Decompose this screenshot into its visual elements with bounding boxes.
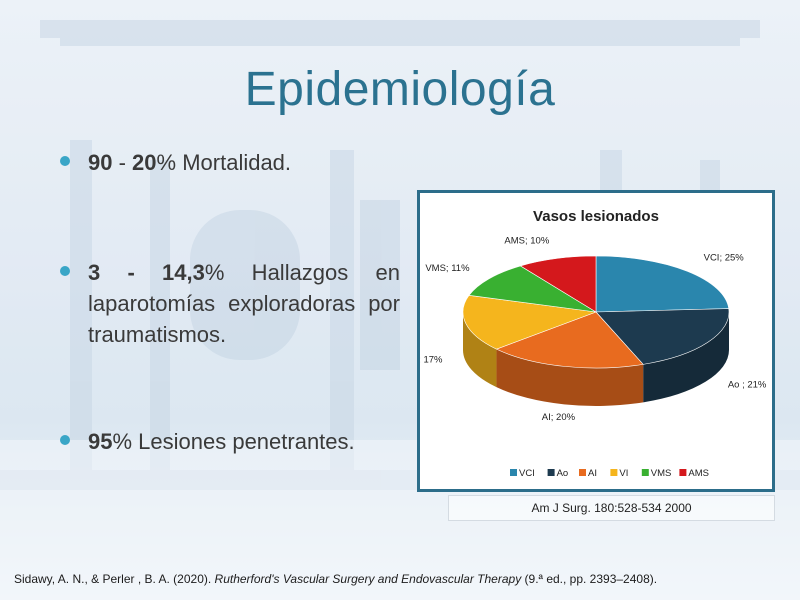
bullet-penetrating-text: % Lesiones penetrantes. [112, 429, 355, 454]
legend-swatch-vms [641, 469, 649, 476]
pie-chart-panel: Vasos lesionados VCI; 25% Ao ; 21% AI; 20%… [407, 190, 775, 492]
slide-title: Epidemiología [244, 63, 556, 116]
bullet-mortality-separator: - [112, 150, 133, 175]
pie-label-ams: AMS; 10% [504, 235, 549, 246]
legend-label-vi: VI [619, 468, 628, 479]
pie-slice-vms [468, 265, 597, 313]
legend-swatch-vci [510, 469, 517, 476]
bullet-dot-icon [60, 156, 70, 166]
legend-label-vci: VCI [519, 468, 535, 479]
pie-label-vi: VI ; 17% [420, 354, 443, 365]
pie-slice-ai [495, 311, 644, 369]
pie-label-vci: VCI; 25% [704, 253, 745, 264]
pie-label-ao: Ao ; 21% [728, 380, 767, 391]
pie-label-vms: VMS; 11% [425, 263, 470, 274]
legend-label-vms: VMS [651, 468, 672, 479]
bullet-mortality-value-2: 20 [132, 150, 157, 175]
legend-swatch-ao [547, 469, 555, 476]
pie-label-ai: AI; 20% [542, 412, 576, 423]
pie-side-ai [496, 349, 644, 406]
footer-reference: Sidawy, A. N., & Perler , B. A. (2020). … [14, 572, 794, 586]
bullet-findings-value: 3 - 14,3 [88, 260, 205, 285]
legend-label-ai: AI [588, 468, 597, 479]
legend-swatch-ams [679, 469, 687, 476]
pie-side-ao [643, 312, 729, 403]
legend-label-ao: Ao [557, 468, 569, 479]
pie-chart: Vasos lesionados VCI; 25% Ao ; 21% AI; 20%… [407, 208, 767, 479]
bullet-mortality-text: % Mortalidad. [156, 150, 292, 175]
bullet-dot-icon [60, 435, 70, 445]
legend-swatch-ai [579, 469, 586, 476]
bullet-findings-text: % Hallazgos en laparotomías exploradoras… [88, 260, 400, 347]
footer-edition: (9.ª ed., pp. 2393–2408). [521, 572, 658, 586]
bullet-dot-icon [60, 266, 70, 276]
bullet-mortality-value-1: 90 [88, 150, 113, 175]
chart-title: Vasos lesionados [533, 208, 659, 225]
pie-slice-vi [462, 295, 597, 350]
legend-label-ams: AMS [688, 468, 709, 479]
bullet-mortality: 90 - 20% Mortalidad. [60, 147, 400, 178]
bullet-penetrating: 95% Lesiones penetrantes. [60, 426, 400, 457]
bullet-penetrating-value: 95 [88, 429, 113, 454]
pie-slice-ao [595, 308, 730, 365]
footer-authors: Sidawy, A. N., & Perler , B. A. (2020). [14, 572, 215, 586]
chart-source-note: Am J Surg. 180:528-534 2000 [448, 495, 775, 521]
pie-slice-ams [519, 255, 597, 313]
footer-book-title: Rutherford's Vascular Surgery and Endova… [214, 572, 522, 586]
pie-side-vi [463, 312, 497, 388]
legend-swatch-vi [610, 469, 618, 476]
pie-slice-vci [595, 255, 730, 313]
bullet-findings: 3 - 14,3% Hallazgos en laparotomías expl… [60, 257, 400, 350]
